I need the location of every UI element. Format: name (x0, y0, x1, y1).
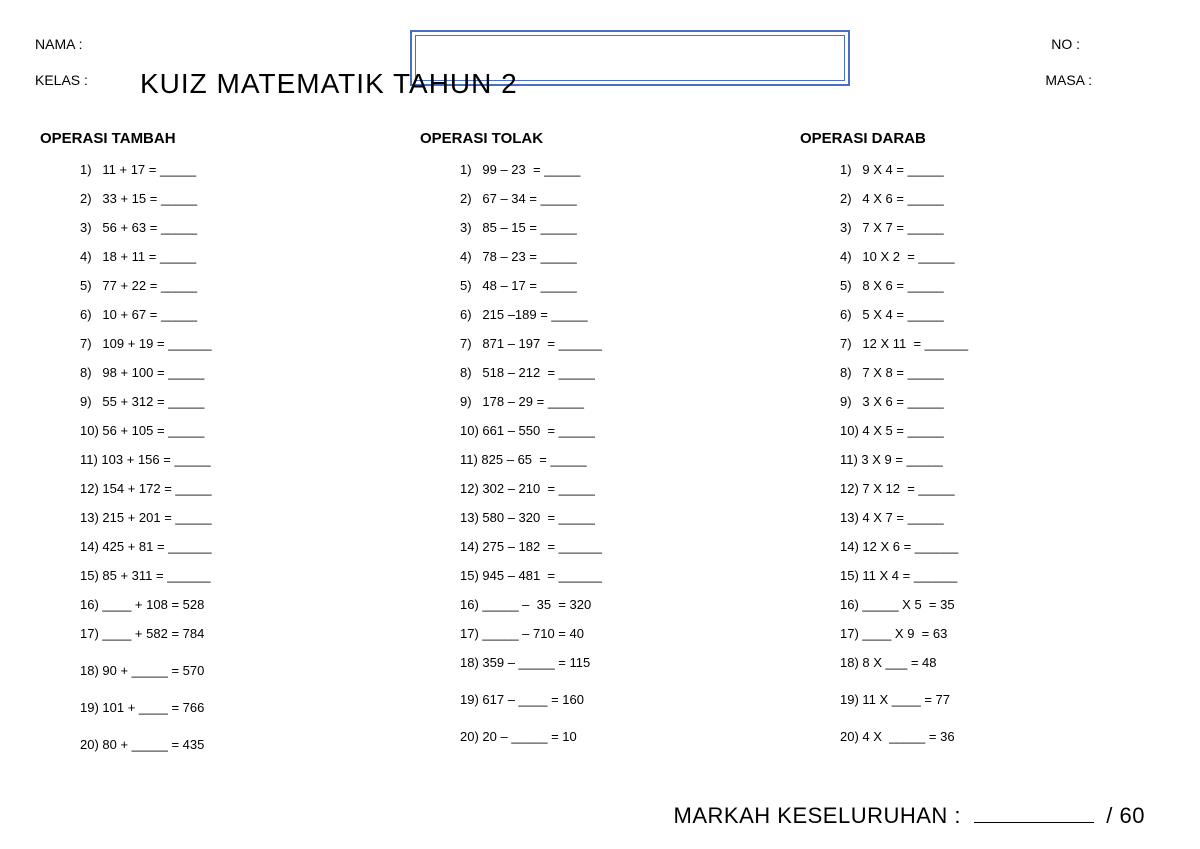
question-item: 14) 12 X 6 = ______ (840, 540, 1170, 553)
question-item: 17) ____ + 582 = 784 (80, 627, 410, 640)
label-no: NO : (1051, 36, 1080, 52)
label-nama: NAMA : (35, 36, 82, 52)
question-item: 16) _____ X 5 = 35 (840, 598, 1170, 611)
column-darab: OPERASI DARAB 1) 9 X 4 = _____ 2) 4 X 6 =… (790, 130, 1170, 775)
question-item: 1) 11 + 17 = _____ (80, 163, 410, 176)
question-item: 13) 215 + 201 = _____ (80, 511, 410, 524)
question-item: 10) 661 – 550 = _____ (460, 424, 790, 437)
question-item: 3) 56 + 63 = _____ (80, 221, 410, 234)
question-item: 19) 617 – ____ = 160 (460, 693, 790, 706)
question-item: 5) 77 + 22 = _____ (80, 279, 410, 292)
question-item: 6) 10 + 67 = _____ (80, 308, 410, 321)
question-item: 15) 85 + 311 = ______ (80, 569, 410, 582)
question-item: 6) 5 X 4 = _____ (840, 308, 1170, 321)
question-item: 9) 178 – 29 = _____ (460, 395, 790, 408)
question-item: 10) 56 + 105 = _____ (80, 424, 410, 437)
question-item: 2) 67 – 34 = _____ (460, 192, 790, 205)
total-row: MARKAH KESELURUHAN : / 60 (674, 803, 1145, 829)
question-item: 18) 359 – _____ = 115 (460, 656, 790, 669)
question-item: 1) 99 – 23 = _____ (460, 163, 790, 176)
label-kelas: KELAS : (35, 72, 88, 88)
question-item: 11) 103 + 156 = _____ (80, 453, 410, 466)
question-item: 4) 10 X 2 = _____ (840, 250, 1170, 263)
question-item: 16) ____ + 108 = 528 (80, 598, 410, 611)
question-item: 4) 78 – 23 = _____ (460, 250, 790, 263)
question-item: 13) 4 X 7 = _____ (840, 511, 1170, 524)
question-item: 8) 518 – 212 = _____ (460, 366, 790, 379)
question-item: 8) 7 X 8 = _____ (840, 366, 1170, 379)
question-item: 11) 3 X 9 = _____ (840, 453, 1170, 466)
column-tolak: OPERASI TOLAK 1) 99 – 23 = _____ 2) 67 – … (410, 130, 790, 775)
question-list-tolak: 1) 99 – 23 = _____ 2) 67 – 34 = _____ 3) 8… (420, 163, 790, 743)
question-item: 11) 825 – 65 = _____ (460, 453, 790, 466)
question-list-darab: 1) 9 X 4 = _____ 2) 4 X 6 = _____ 3) 7 X 7… (800, 163, 1170, 743)
question-item: 5) 8 X 6 = _____ (840, 279, 1170, 292)
total-label: MARKAH KESELURUHAN : (674, 803, 962, 828)
question-item: 10) 4 X 5 = _____ (840, 424, 1170, 437)
question-item: 8) 98 + 100 = _____ (80, 366, 410, 379)
question-item: 19) 101 + ____ = 766 (80, 701, 410, 714)
column-title-tambah: OPERASI TAMBAH (40, 130, 410, 147)
worksheet-page: NAMA : KELAS : NO : MASA : KUIZ MATEMATI… (0, 0, 1200, 849)
question-item: 3) 85 – 15 = _____ (460, 221, 790, 234)
question-item: 20) 20 – _____ = 10 (460, 730, 790, 743)
total-suffix: / 60 (1106, 803, 1145, 828)
column-title-tolak: OPERASI TOLAK (420, 130, 790, 147)
question-item: 13) 580 – 320 = _____ (460, 511, 790, 524)
main-title: KUIZ MATEMATIK TAHUN 2 (140, 68, 518, 100)
column-tambah: OPERASI TAMBAH 1) 11 + 17 = _____ 2) 33 +… (30, 130, 410, 775)
question-item: 18) 90 + _____ = 570 (80, 664, 410, 677)
question-item: 3) 7 X 7 = _____ (840, 221, 1170, 234)
question-item: 20) 4 X _____ = 36 (840, 730, 1170, 743)
question-item: 7) 12 X 11 = ______ (840, 337, 1170, 350)
question-item: 19) 11 X ____ = 77 (840, 693, 1170, 706)
question-item: 16) _____ – 35 = 320 (460, 598, 790, 611)
question-item: 17) _____ – 710 = 40 (460, 627, 790, 640)
column-title-darab: OPERASI DARAB (800, 130, 1170, 147)
label-masa: MASA : (1045, 72, 1092, 88)
question-item: 5) 48 – 17 = _____ (460, 279, 790, 292)
question-item: 4) 18 + 11 = _____ (80, 250, 410, 263)
header: NAMA : KELAS : NO : MASA : KUIZ MATEMATI… (30, 30, 1170, 100)
question-list-tambah: 1) 11 + 17 = _____ 2) 33 + 15 = _____ 3) 5… (40, 163, 410, 751)
question-item: 2) 4 X 6 = _____ (840, 192, 1170, 205)
question-item: 15) 11 X 4 = ______ (840, 569, 1170, 582)
question-item: 12) 302 – 210 = _____ (460, 482, 790, 495)
question-item: 6) 215 –189 = _____ (460, 308, 790, 321)
question-item: 14) 425 + 81 = ______ (80, 540, 410, 553)
question-item: 9) 3 X 6 = _____ (840, 395, 1170, 408)
question-item: 18) 8 X ___ = 48 (840, 656, 1170, 669)
question-item: 7) 109 + 19 = ______ (80, 337, 410, 350)
question-item: 20) 80 + _____ = 435 (80, 738, 410, 751)
columns: OPERASI TAMBAH 1) 11 + 17 = _____ 2) 33 +… (30, 130, 1170, 775)
question-item: 1) 9 X 4 = _____ (840, 163, 1170, 176)
question-item: 15) 945 – 481 = ______ (460, 569, 790, 582)
question-item: 12) 154 + 172 = _____ (80, 482, 410, 495)
question-item: 7) 871 – 197 = ______ (460, 337, 790, 350)
question-item: 9) 55 + 312 = _____ (80, 395, 410, 408)
question-item: 14) 275 – 182 = ______ (460, 540, 790, 553)
question-item: 17) ____ X 9 = 63 (840, 627, 1170, 640)
total-blank (974, 822, 1094, 823)
question-item: 2) 33 + 15 = _____ (80, 192, 410, 205)
question-item: 12) 7 X 12 = _____ (840, 482, 1170, 495)
